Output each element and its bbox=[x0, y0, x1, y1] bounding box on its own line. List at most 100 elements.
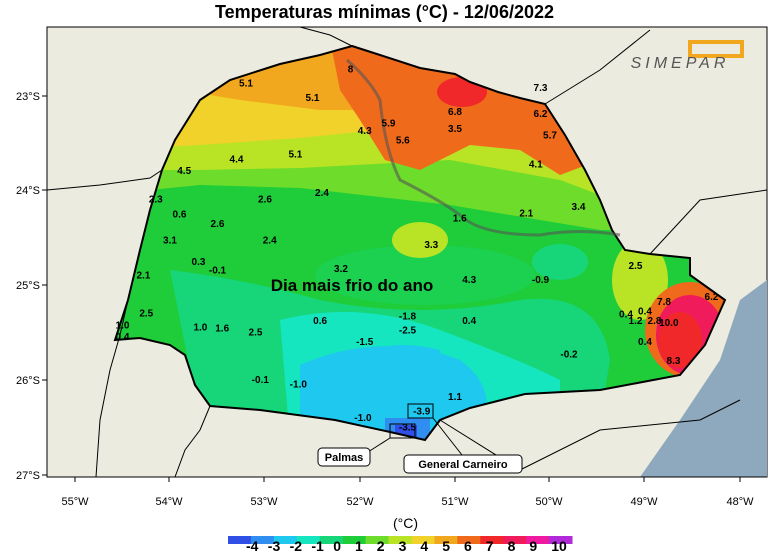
station-value: 3.4 bbox=[572, 202, 586, 213]
station-value: 3.3 bbox=[424, 240, 438, 251]
svg-text:General Carneiro: General Carneiro bbox=[418, 459, 508, 471]
station-value: 7.8 bbox=[657, 297, 671, 308]
cold-day-annotation: Dia mais frio do ano bbox=[271, 276, 433, 295]
station-value: 2.5 bbox=[249, 327, 263, 338]
station-value: -0.1 bbox=[252, 375, 270, 386]
general-carneiro-leader bbox=[432, 417, 463, 456]
x-tick-label: 53°W bbox=[250, 496, 278, 508]
colorbar-tick-label: -3 bbox=[267, 538, 281, 554]
station-value: 3.1 bbox=[163, 235, 177, 246]
colorbar-segment bbox=[503, 536, 527, 544]
station-value: 6.2 bbox=[534, 109, 548, 120]
y-tick-label: 26°S bbox=[16, 375, 40, 387]
y-tick-label: 27°S bbox=[16, 470, 40, 482]
colorbar-tick-label: 5 bbox=[442, 538, 450, 554]
palmas-leader bbox=[367, 437, 391, 453]
station-value: 0.6 bbox=[173, 210, 187, 221]
simepar-logo: SIMEPAR bbox=[631, 40, 744, 72]
station-value: 6.2 bbox=[705, 292, 719, 303]
colorbar-tick-label: 3 bbox=[398, 538, 407, 554]
station-value: -0.9 bbox=[532, 275, 550, 286]
colorbar-tick-label: -1 bbox=[311, 538, 324, 554]
station-value: -1.0 bbox=[354, 413, 372, 424]
station-value: 3.5 bbox=[448, 124, 462, 135]
colorbar-tick-label: 9 bbox=[529, 538, 538, 554]
station-value: 4.1 bbox=[529, 159, 543, 170]
y-tick-label: 24°S bbox=[16, 185, 40, 197]
colorbar-unit: (°C) bbox=[393, 515, 419, 531]
station-value: 0.4 bbox=[462, 316, 476, 327]
colorbar-tick-label: 1 bbox=[355, 538, 363, 554]
station-value: 0.4 bbox=[619, 309, 633, 320]
x-tick-label: 48°W bbox=[726, 496, 754, 508]
colorbar-tick-label: 6 bbox=[464, 538, 472, 554]
map-title: Temperaturas mínimas (°C) - 12/06/2022 bbox=[214, 2, 554, 22]
station-value: 1.0 bbox=[193, 323, 207, 334]
station-value: -2.5 bbox=[399, 326, 417, 337]
colorbar-tick-label: 8 bbox=[507, 538, 516, 554]
station-value: 0.4 bbox=[116, 332, 130, 343]
colorbar-segment bbox=[526, 536, 550, 544]
station-value: 4.3 bbox=[358, 126, 372, 137]
station-value: 2.8 bbox=[648, 316, 662, 327]
neighbor-borders bbox=[46, 26, 768, 478]
station-value: 1.6 bbox=[215, 324, 229, 335]
station-value: 0.3 bbox=[192, 257, 206, 268]
palmas-callout: Palmas bbox=[317, 447, 371, 467]
station-value: 5.6 bbox=[396, 136, 410, 147]
station-value: -0.2 bbox=[560, 349, 578, 360]
x-tick-label: 55°W bbox=[61, 496, 89, 508]
colorbar-tick-label: -2 bbox=[289, 538, 303, 554]
station-value: -0.1 bbox=[209, 266, 227, 277]
logo-mark bbox=[688, 40, 744, 58]
x-axis: 55°W 54°W 53°W 52°W 51°W 50°W 49°W 48°W bbox=[47, 476, 767, 508]
station-value: 2.6 bbox=[258, 194, 272, 205]
x-tick-label: 51°W bbox=[441, 496, 469, 508]
colorbar-segment bbox=[480, 536, 504, 544]
station-value: 6.8 bbox=[448, 107, 462, 118]
colorbar-tick-label: 0 bbox=[333, 538, 341, 554]
station-value: -1.8 bbox=[399, 311, 417, 322]
colorbar-tick-label: 2 bbox=[376, 538, 385, 554]
station-value: 4.3 bbox=[462, 275, 476, 286]
station-value: 5.9 bbox=[382, 118, 396, 129]
colorbar-segment bbox=[228, 536, 252, 544]
station-value: -1.0 bbox=[290, 380, 308, 391]
colorbar-tick-label: -4 bbox=[246, 538, 259, 554]
tropic-line bbox=[346, 58, 621, 237]
station-value: 0.4 bbox=[638, 337, 652, 348]
colorbar-segment bbox=[250, 536, 275, 544]
colorbar-segment bbox=[365, 536, 389, 544]
station-value: 2.5 bbox=[629, 261, 643, 272]
station-value: 0.6 bbox=[313, 316, 327, 327]
colorbar-segment bbox=[549, 536, 573, 544]
svg-text:Palmas: Palmas bbox=[325, 452, 364, 464]
colorbar-segment bbox=[388, 536, 412, 544]
station-value: 8 bbox=[348, 64, 354, 75]
general-carneiro-marker bbox=[407, 403, 434, 419]
station-value: 10.0 bbox=[659, 318, 679, 329]
x-tick-label: 50°W bbox=[535, 496, 563, 508]
station-value: 4.5 bbox=[177, 166, 191, 177]
station-value: 2.1 bbox=[136, 270, 150, 281]
colorbar-segment bbox=[411, 536, 435, 544]
station-value: -3.9 bbox=[413, 406, 431, 417]
y-axis: 23°S 24°S 25°S 26°S 27°S bbox=[16, 27, 48, 482]
station-value: 2.3 bbox=[149, 194, 163, 205]
station-value: 0.4 bbox=[638, 307, 652, 318]
station-value: 2.5 bbox=[139, 308, 153, 319]
ocean bbox=[640, 280, 767, 477]
colorbar-segment bbox=[296, 536, 321, 544]
station-value: 7.3 bbox=[534, 83, 548, 94]
station-value: 5.7 bbox=[543, 131, 557, 142]
station-value: 1.1 bbox=[448, 392, 462, 403]
station-value: 5.1 bbox=[239, 79, 253, 90]
station-value: 2.4 bbox=[315, 188, 329, 199]
station-value: 1.0 bbox=[116, 321, 130, 332]
station-value: 8.3 bbox=[667, 356, 681, 367]
station-value: 1.6 bbox=[453, 213, 467, 224]
x-tick-label: 49°W bbox=[630, 496, 658, 508]
station-value: 2.1 bbox=[519, 209, 533, 220]
palmas-marker bbox=[389, 423, 416, 439]
